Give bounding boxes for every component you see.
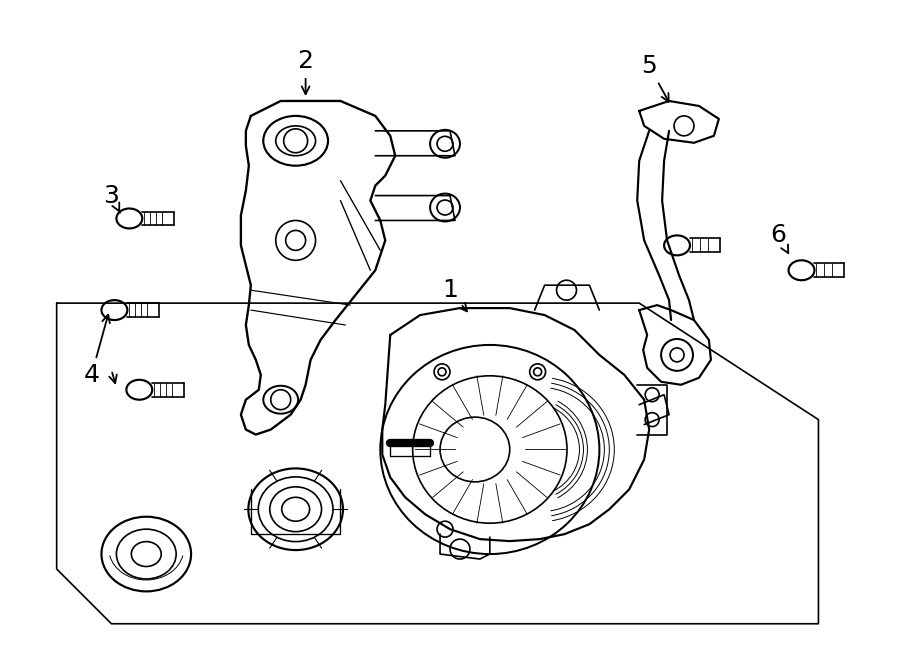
Text: 6: 6 [770, 223, 788, 253]
Text: 5: 5 [642, 54, 669, 102]
Text: 4: 4 [84, 315, 110, 387]
Text: 1: 1 [442, 278, 467, 311]
Text: 2: 2 [298, 49, 313, 94]
Text: 3: 3 [104, 184, 120, 213]
